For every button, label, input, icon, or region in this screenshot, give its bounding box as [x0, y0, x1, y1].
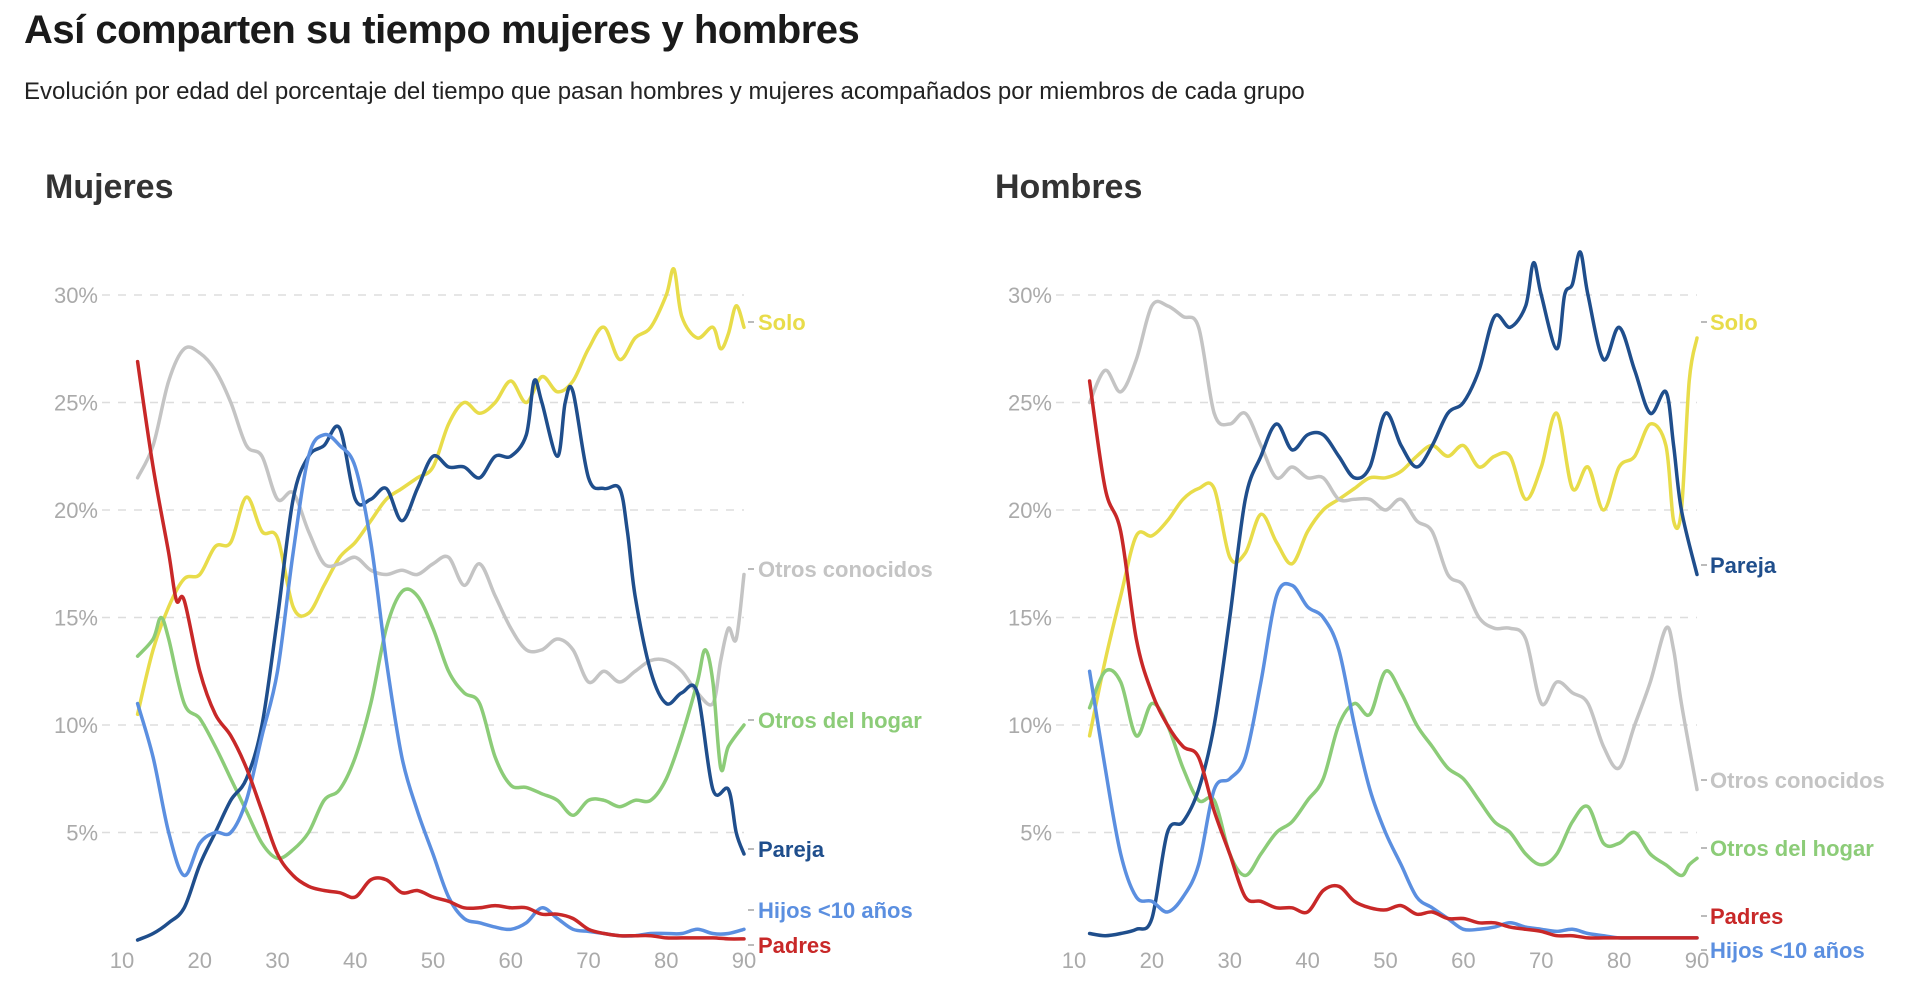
hombres-line-otros-conocidos: [1087, 299, 1699, 792]
hombres-x-tick-label: 60: [1451, 948, 1475, 973]
hombres-line-pareja: [1087, 250, 1699, 938]
mujeres-label-padres: Padres: [758, 933, 831, 958]
mujeres-label-otros-conocidos: Otros conocidos: [758, 557, 933, 582]
mujeres-x-tick-label: 60: [499, 948, 523, 973]
hombres-x-tick-label: 20: [1140, 948, 1164, 973]
mujeres-x-tick-label: 10: [110, 948, 134, 973]
chart-hombres: 5% 10% 15% 20% 25% 30% 10 20 30 40 50 60 70 80 90 Solo O…: [1008, 250, 1885, 973]
page-subtitle: Evolución por edad del porcentaje del ti…: [24, 78, 1305, 105]
chart-mujeres: 5% 10% 15% 20% 25% 30% 10 20 30 40 50 60 70 80 90 Solo O…: [54, 267, 933, 973]
mujeres-x-tick-label: 20: [188, 948, 212, 973]
mujeres-x-tick-label: 80: [654, 948, 678, 973]
mujeres-y-tick-label: 30%: [54, 283, 98, 308]
hombres-x-tick-label: 50: [1373, 948, 1397, 973]
hombres-line-hijos-menor-10-años: [1087, 581, 1699, 940]
hombres-line-solo: [1087, 336, 1699, 738]
hombres-label-otros-del-hogar: Otros del hogar: [1710, 836, 1874, 861]
hombres-x-tick-label: 80: [1607, 948, 1631, 973]
mujeres-label-hijos-menor-10-años: Hijos <10 años: [758, 898, 913, 923]
mujeres-x-tick-label: 30: [265, 948, 289, 973]
hombres-line-otros-del-hogar: [1087, 667, 1699, 878]
hombres-x-tick-label: 10: [1062, 948, 1086, 973]
hombres-x-tick-label: 70: [1529, 948, 1553, 973]
hombres-x-tick-label: 90: [1685, 948, 1709, 973]
hombres-y-tick-label: 5%: [1020, 821, 1052, 846]
mujeres-label-otros-del-hogar: Otros del hogar: [758, 708, 922, 733]
hombres-y-tick-label: 15%: [1008, 606, 1052, 631]
mujeres-label-pareja: Pareja: [758, 837, 825, 862]
hombres-line-padres: [1087, 379, 1699, 940]
mujeres-y-tick-label: 10%: [54, 713, 98, 738]
hombres-label-otros-conocidos: Otros conocidos: [1710, 768, 1885, 793]
hombres-x-tick-label: 30: [1218, 948, 1242, 973]
panel-title-hombres: Hombres: [995, 168, 1143, 206]
mujeres-y-tick-label: 15%: [54, 606, 98, 631]
mujeres-line-solo: [135, 267, 746, 717]
page-title: Así comparten su tiempo mujeres y hombre…: [24, 8, 860, 52]
mujeres-y-tick-label: 25%: [54, 391, 98, 416]
mujeres-x-tick-label: 90: [732, 948, 756, 973]
hombres-label-hijos-menor-10-años: Hijos <10 años: [1710, 938, 1865, 963]
mujeres-line-otros-del-hogar: [135, 587, 746, 861]
mujeres-x-tick-label: 50: [421, 948, 445, 973]
mujeres-label-solo: Solo: [758, 310, 806, 335]
panel-title-mujeres: Mujeres: [45, 168, 174, 206]
hombres-label-pareja: Pareja: [1710, 553, 1777, 578]
hombres-y-tick-label: 20%: [1008, 498, 1052, 523]
mujeres-x-tick-label: 70: [576, 948, 600, 973]
mujeres-line-padres: [135, 359, 746, 941]
hombres-label-padres: Padres: [1710, 904, 1783, 929]
hombres-y-tick-label: 10%: [1008, 713, 1052, 738]
mujeres-line-otros-conocidos: [135, 345, 746, 707]
mujeres-x-tick-label: 40: [343, 948, 367, 973]
mujeres-y-tick-label: 20%: [54, 498, 98, 523]
hombres-y-tick-label: 30%: [1008, 283, 1052, 308]
mujeres-y-tick-label: 5%: [66, 821, 98, 846]
hombres-label-solo: Solo: [1710, 310, 1758, 335]
hombres-x-tick-label: 40: [1295, 948, 1319, 973]
mujeres-line-pareja: [135, 378, 746, 942]
hombres-y-tick-label: 25%: [1008, 391, 1052, 416]
